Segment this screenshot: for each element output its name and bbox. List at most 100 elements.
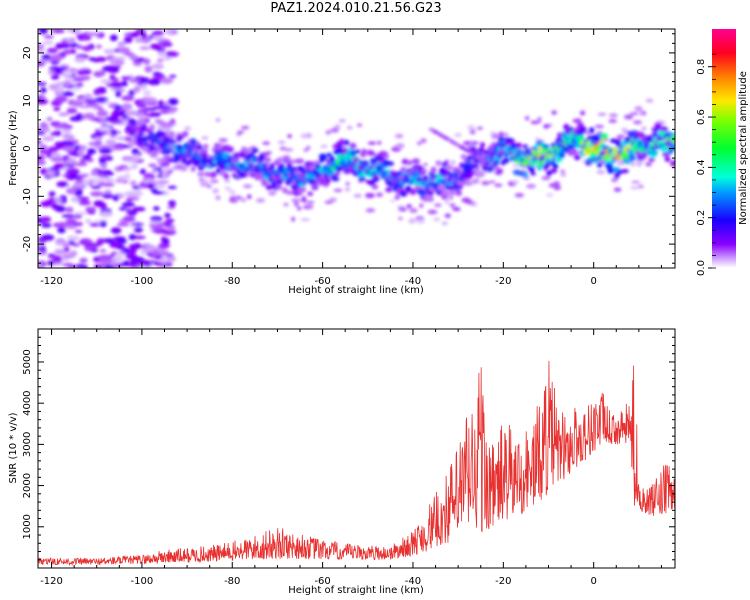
spectrogram-cell — [278, 163, 285, 168]
spectrogram-cell — [611, 177, 618, 183]
spectrogram-cell — [333, 188, 343, 192]
spectrogram-cell — [111, 256, 124, 262]
spectrogram-cell — [483, 159, 488, 163]
spectrogram-cell — [233, 152, 239, 159]
spectrogram-cell — [39, 149, 50, 155]
spectrogram-cell — [144, 244, 156, 250]
spectrogram-cell — [143, 107, 157, 111]
spectrogram-cell — [241, 146, 247, 152]
spectrogram-cell — [536, 165, 543, 171]
spectrogram-cell — [50, 157, 65, 163]
spectrogram-cell — [48, 197, 55, 203]
x-tick-label: -60 — [314, 276, 330, 287]
spectrogram-cell — [112, 194, 120, 202]
spectrogram-cell — [622, 129, 628, 135]
spectrogram-cell — [71, 100, 84, 107]
spectrogram-cell — [430, 166, 437, 174]
spectrogram-cell — [530, 171, 536, 176]
spectrogram-cell — [133, 86, 141, 93]
spectrogram-cell — [65, 206, 74, 213]
spectrogram-cell — [152, 76, 163, 79]
y-tick-label: 3000 — [22, 432, 33, 457]
spectrogram-cell — [637, 184, 644, 189]
spectrogram-cell — [129, 32, 140, 38]
spectrogram-cell — [90, 248, 99, 253]
spectrogram-cell — [65, 39, 75, 44]
spectrogram-cell — [96, 106, 103, 110]
spectrogram-cell — [528, 166, 535, 173]
spectrogram-cell — [469, 146, 477, 153]
spectrogram-cell — [529, 161, 538, 167]
spectrogram-cell — [139, 77, 150, 82]
spectrogram-cell — [308, 204, 314, 209]
spectrogram-cell — [395, 143, 405, 149]
spectrogram-cell — [158, 100, 164, 107]
spectrogram-cell — [38, 155, 46, 160]
spectrogram-cell — [477, 170, 485, 178]
spectrogram-cell — [181, 159, 187, 164]
spectrogram-cell — [129, 110, 137, 116]
spectrogram-cell — [242, 184, 253, 189]
spectrogram-cell — [245, 147, 252, 152]
spectrogram-cell — [98, 109, 106, 114]
spectrogram-cell — [125, 208, 133, 212]
spectrogram-cell — [383, 154, 389, 159]
spectrogram-cell — [405, 185, 412, 192]
spectrogram-cell — [100, 79, 111, 84]
spectrogram-cell — [96, 44, 102, 49]
spectrogram-cell — [109, 34, 118, 42]
spectrogram-cell — [399, 166, 408, 173]
spectrogram-cell — [596, 169, 606, 175]
spectrogram-cell — [236, 130, 245, 134]
spectrogram-cell — [124, 173, 131, 181]
spectrogram-cell — [409, 188, 417, 195]
spectrogram-cell — [149, 43, 162, 50]
spectrogram-cell — [122, 260, 131, 267]
spectrogram-cell — [84, 93, 93, 100]
spectrogram-cell — [497, 154, 503, 159]
spectrogram-cell — [38, 262, 43, 268]
spectrogram-cell — [133, 226, 143, 233]
spectrogram-cell — [79, 145, 87, 151]
spectrogram-cell — [635, 159, 644, 165]
spectrogram-cell — [130, 163, 138, 170]
spectrogram-cell — [580, 126, 587, 133]
spectrogram-cell — [469, 131, 476, 135]
spectrogram-cell — [125, 253, 138, 259]
x-tick-label: 0 — [590, 276, 596, 287]
x-tick-label: -20 — [495, 276, 511, 287]
spectrogram-cell — [62, 253, 76, 259]
spectrogram-cell — [155, 158, 166, 162]
spectrogram-cell — [236, 133, 241, 137]
spectrogram-cell — [162, 125, 171, 130]
spectrogram-cell — [154, 112, 161, 117]
spectrogram-cell — [139, 46, 151, 50]
spectrogram-cell — [53, 163, 65, 170]
spectrogram-cell — [40, 234, 55, 241]
spectrogram-cell — [371, 184, 379, 190]
spectrogram-cell — [56, 222, 69, 228]
x-tick-label: 0 — [590, 576, 596, 587]
spectrogram-cell — [442, 190, 450, 197]
spectrogram-cell — [321, 156, 327, 162]
x-tick-label: -80 — [224, 276, 240, 287]
spectrogram-cell — [433, 217, 441, 222]
spectrogram-cell — [66, 107, 78, 114]
snr-panel: -120 -100 -80 -60 -40 -20 0 1000 2000 3000 4000 500… — [8, 328, 676, 596]
spectrogram-cell — [131, 222, 145, 226]
spectrogram-cell — [151, 63, 164, 70]
spectrogram-cell — [158, 105, 172, 110]
spectrogram-cell — [652, 150, 658, 156]
spectrogram-cell — [38, 61, 46, 67]
spectrogram-cell — [114, 252, 126, 257]
spectrogram-cell — [592, 134, 601, 139]
spectrogram-cell — [83, 242, 93, 247]
spectrogram-cell — [597, 113, 607, 116]
spectrogram-cell — [97, 98, 107, 104]
spectrogram-cell — [132, 185, 140, 190]
spectrogram-cell — [52, 258, 63, 263]
spectrogram-cell — [262, 151, 270, 157]
spectrogram-cell — [349, 142, 357, 150]
spectrogram-cell — [132, 61, 143, 66]
